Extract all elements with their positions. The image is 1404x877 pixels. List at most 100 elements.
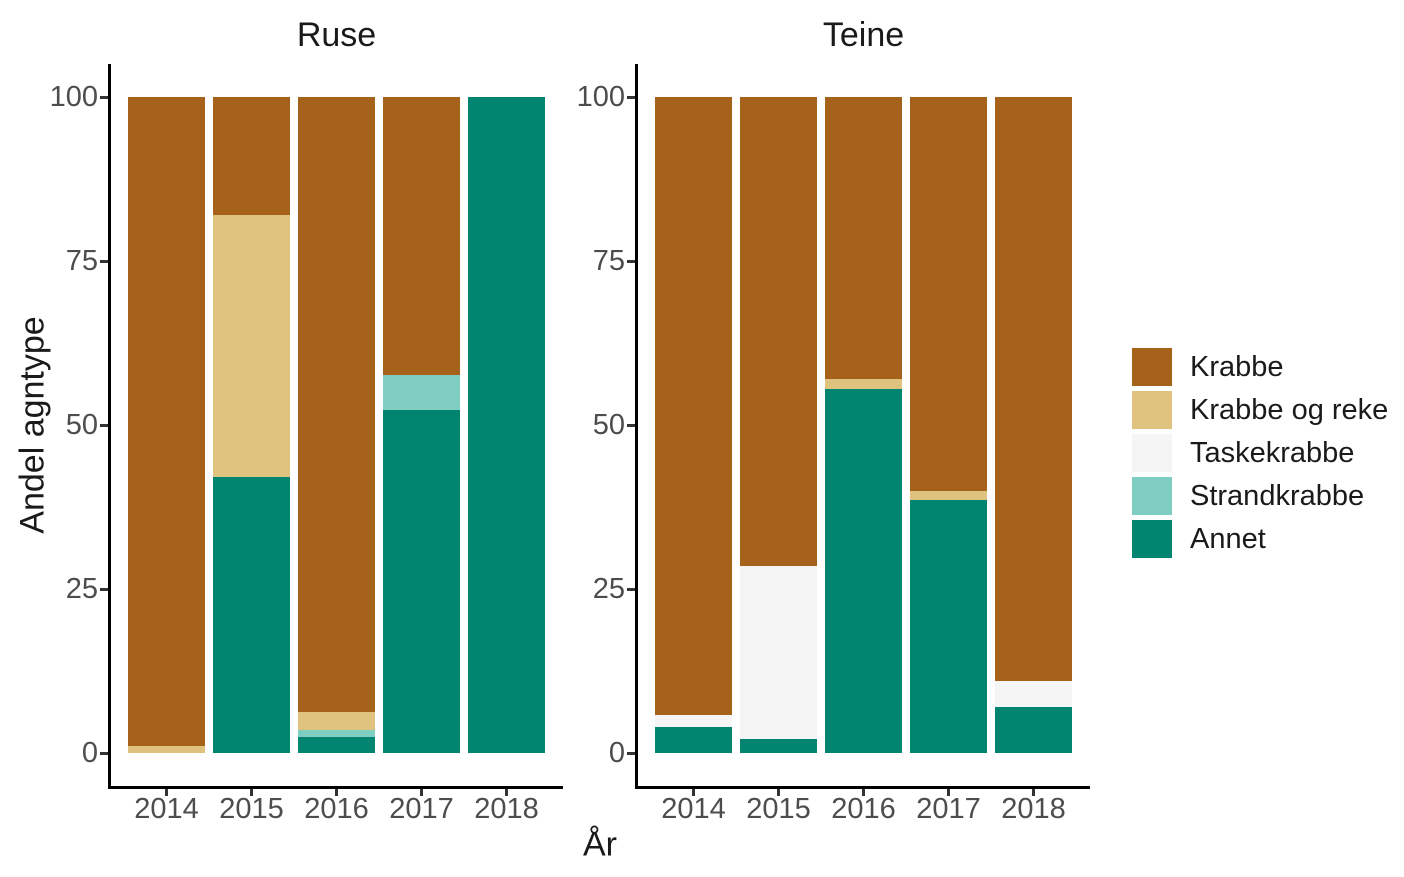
y-tick-mark: [627, 588, 635, 591]
x-tick-label: 2017: [389, 793, 454, 825]
facet-title-teine: Teine: [822, 16, 905, 54]
krabbe-og-reke-swatch-icon: [1132, 391, 1172, 429]
y-axis-line: [635, 64, 638, 789]
segment-krabbe: [383, 97, 460, 376]
y-tick-label: 100: [576, 81, 625, 113]
segment-annet: [910, 500, 987, 753]
segment-annet: [825, 388, 902, 753]
bar-2015: [213, 97, 290, 753]
krabbe-swatch-icon: [1132, 348, 1172, 386]
x-tick-label: 2016: [304, 793, 369, 825]
x-tick-label: 2015: [746, 793, 811, 825]
segment-annet: [740, 738, 817, 753]
segment-strandkrabbe: [298, 730, 375, 738]
y-tick-mark: [100, 96, 108, 99]
x-tick-mark: [420, 789, 423, 796]
x-tick-label: 2018: [1001, 793, 1066, 825]
segment-krabbe: [910, 97, 987, 491]
y-tick-mark: [627, 96, 635, 99]
x-tick-mark: [335, 789, 338, 796]
segment-krabbe: [128, 97, 205, 747]
segment-annet: [468, 97, 545, 753]
y-tick-label: 25: [65, 573, 98, 605]
y-tick-mark: [100, 588, 108, 591]
y-tick-mark: [100, 424, 108, 427]
annet-swatch-icon: [1132, 520, 1172, 558]
y-tick-mark: [100, 260, 108, 263]
segment-krabbe: [655, 97, 732, 715]
legend-item-annet: Annet: [1132, 520, 1388, 558]
segment-taskekrabbe: [655, 714, 732, 727]
x-axis-title: År: [583, 825, 617, 864]
taskekrabbe-swatch-icon: [1132, 434, 1172, 472]
strandkrabbe-swatch-icon: [1132, 477, 1172, 515]
bar-2014: [655, 97, 732, 753]
segment-annet: [383, 409, 460, 753]
legend: Krabbe Krabbe og reke Taskekrabbe Strandkra…: [1132, 348, 1388, 563]
facet-title-ruse: Ruse: [296, 16, 377, 54]
y-tick-mark: [627, 752, 635, 755]
bar-2018: [468, 97, 545, 753]
legend-label: Strandkrabbe: [1190, 479, 1365, 512]
bar-2017: [383, 97, 460, 753]
y-tick-mark: [100, 752, 108, 755]
segment-annet: [995, 707, 1072, 753]
bar-2014: [128, 97, 205, 753]
segment-krabbe-og-reke: [128, 746, 205, 753]
legend-item-krabbe-og-reke: Krabbe og reke: [1132, 391, 1388, 429]
bar-2017: [910, 97, 987, 753]
x-tick-label: 2018: [474, 793, 539, 825]
segment-annet: [213, 477, 290, 753]
legend-item-krabbe: Krabbe: [1132, 348, 1388, 386]
y-tick-label: 25: [592, 573, 625, 605]
legend-label: Krabbe og reke: [1190, 393, 1389, 426]
y-tick-label: 0: [81, 737, 98, 769]
bar-2016: [825, 97, 902, 753]
x-tick-mark: [777, 789, 780, 796]
y-tick-label: 50: [592, 409, 625, 441]
x-tick-mark: [1032, 789, 1035, 796]
y-axis-title: Andel agntype: [13, 316, 52, 534]
segment-krabbe: [740, 97, 817, 567]
segment-taskekrabbe: [740, 566, 817, 739]
y-tick-label: 100: [49, 81, 98, 113]
y-tick-label: 0: [608, 737, 625, 769]
y-tick-mark: [627, 424, 635, 427]
y-tick-mark: [627, 260, 635, 263]
segment-krabbe: [825, 97, 902, 380]
x-tick-mark: [250, 789, 253, 796]
legend-item-taskekrabbe: Taskekrabbe: [1132, 434, 1388, 472]
legend-label: Krabbe: [1190, 350, 1284, 383]
segment-krabbe: [298, 97, 375, 712]
x-tick-mark: [862, 789, 865, 796]
x-axis-line: [635, 786, 1090, 789]
x-tick-label: 2015: [219, 793, 284, 825]
x-tick-mark: [692, 789, 695, 796]
segment-krabbe-og-reke: [213, 215, 290, 478]
segment-annet: [298, 737, 375, 753]
x-tick-mark: [165, 789, 168, 796]
bar-2015: [740, 97, 817, 753]
y-tick-label: 75: [592, 245, 625, 277]
x-tick-label: 2014: [134, 793, 199, 825]
legend-label: Annet: [1190, 522, 1266, 555]
x-tick-mark: [947, 789, 950, 796]
segment-annet: [655, 726, 732, 753]
segment-krabbe-og-reke: [825, 379, 902, 389]
segment-taskekrabbe: [995, 680, 1072, 708]
x-tick-label: 2014: [661, 793, 726, 825]
x-tick-label: 2016: [831, 793, 896, 825]
y-tick-label: 50: [65, 409, 98, 441]
y-tick-label: 75: [65, 245, 98, 277]
segment-krabbe-og-reke: [910, 490, 987, 501]
segment-strandkrabbe: [383, 375, 460, 410]
y-axis-line: [108, 64, 111, 789]
segment-krabbe: [213, 97, 290, 216]
bar-2016: [298, 97, 375, 753]
x-tick-label: 2017: [916, 793, 981, 825]
x-tick-mark: [505, 789, 508, 796]
